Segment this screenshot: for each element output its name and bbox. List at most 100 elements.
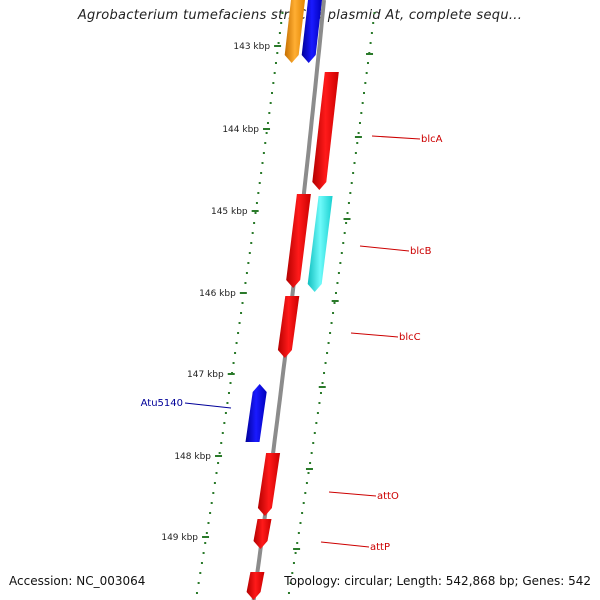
gene-arrow-red[interactable] <box>246 572 265 600</box>
tick-minor <box>299 522 302 524</box>
tick-minor <box>312 442 315 444</box>
gene-arrow-blue[interactable] <box>245 384 267 442</box>
tick-minor <box>278 32 281 34</box>
tick-minor <box>358 122 361 124</box>
tick-minor <box>248 252 251 254</box>
tick-minor <box>287 592 290 594</box>
tick-minor <box>353 162 356 164</box>
gene-arrow-red[interactable] <box>257 453 281 516</box>
tick-minor <box>365 72 368 74</box>
gene-arrow-red[interactable] <box>277 296 300 358</box>
tick-minor <box>223 422 226 424</box>
tick-minor <box>349 192 352 194</box>
tick-minor <box>245 272 248 274</box>
tick-minor <box>321 382 324 384</box>
tick-minor <box>356 142 359 144</box>
tick-minor <box>342 242 345 244</box>
kbp-tick-label: 147 kbp <box>187 370 224 380</box>
tick-minor <box>254 212 257 214</box>
tick-minor <box>273 72 276 74</box>
label-leader-line <box>328 491 377 497</box>
tick-minor <box>217 462 220 464</box>
gene-arrow-red[interactable] <box>253 519 272 549</box>
tick-minor <box>238 322 241 324</box>
tick-minor <box>262 152 265 154</box>
tick-minor <box>274 62 277 64</box>
tick-minor <box>357 132 360 134</box>
tick-minor <box>350 182 353 184</box>
tick-minor <box>204 542 207 544</box>
label-leader-line <box>359 245 410 252</box>
tick-minor <box>360 112 363 114</box>
tick-minor <box>235 342 238 344</box>
tick-minor <box>250 242 253 244</box>
tick-minor <box>292 562 295 564</box>
kbp-tick-label: 145 kbp <box>211 207 248 217</box>
tick-major <box>251 210 259 212</box>
kbp-tick-label: 144 kbp <box>222 125 259 135</box>
label-leader-line <box>371 135 421 140</box>
tick-major <box>263 128 271 130</box>
gene-arrow-cyan[interactable] <box>307 196 333 292</box>
tick-minor <box>234 352 237 354</box>
tick-minor <box>257 192 260 194</box>
tick-minor <box>229 382 232 384</box>
tick-minor <box>326 352 329 354</box>
tick-minor <box>307 472 310 474</box>
gene-features <box>245 0 339 600</box>
tick-minor <box>372 22 375 24</box>
tick-minor <box>336 282 339 284</box>
tick-minor <box>337 272 340 274</box>
tick-minor <box>237 332 240 334</box>
kbp-tick-label: 148 kbp <box>174 452 211 462</box>
gene-arrow-blue[interactable] <box>301 0 322 63</box>
tick-minor <box>334 292 337 294</box>
tick-minor <box>264 142 267 144</box>
tick-minor <box>244 282 247 284</box>
tick-minor <box>324 362 327 364</box>
tick-minor <box>199 572 202 574</box>
tick-minor <box>220 442 223 444</box>
gene-arrow-red[interactable] <box>286 194 311 288</box>
tick-minor <box>366 62 369 64</box>
tick-minor <box>310 452 313 454</box>
kbp-tick-label: 149 kbp <box>161 533 198 543</box>
tick-minor <box>271 92 274 94</box>
gene-label-blcc[interactable]: blcC <box>399 332 421 343</box>
tick-minor <box>318 402 321 404</box>
tick-minor <box>305 482 308 484</box>
gene-arrow-orange[interactable] <box>284 0 305 63</box>
tick-minor <box>210 502 213 504</box>
tick-minor <box>281 12 284 14</box>
tick-major <box>305 468 313 470</box>
tick-minor <box>289 582 292 584</box>
tick-minor <box>277 42 280 44</box>
gene-label-blcb[interactable]: blcB <box>410 246 432 257</box>
tick-minor <box>197 582 200 584</box>
tick-minor <box>313 432 316 434</box>
accession-text: Accession: NC_003064 <box>9 574 146 588</box>
gene-label-blca[interactable]: blcA <box>421 134 443 145</box>
gene-label-atu5140[interactable]: Atu5140 <box>141 398 183 409</box>
inner-tick-track: 143 kbp 144 kbp 145 kbp 146 kbp 147 kbp 148 k… <box>161 12 284 594</box>
tick-minor <box>369 42 372 44</box>
tick-minor <box>340 252 343 254</box>
tick-minor <box>265 132 268 134</box>
tick-minor <box>266 122 269 124</box>
tick-minor <box>272 82 275 84</box>
tick-minor <box>291 572 294 574</box>
tick-minor <box>345 222 348 224</box>
tick-minor <box>240 312 243 314</box>
tick-minor <box>294 552 297 554</box>
tick-minor <box>247 262 250 264</box>
tick-minor <box>251 232 254 234</box>
tick-minor <box>261 162 264 164</box>
tick-major <box>239 292 247 294</box>
tick-minor <box>316 412 319 414</box>
tick-minor <box>268 112 271 114</box>
gene-label-attp[interactable]: attP <box>370 542 390 553</box>
gene-arrow-red[interactable] <box>312 72 339 190</box>
gene-label-atto[interactable]: attO <box>377 491 399 502</box>
tick-minor <box>280 22 283 24</box>
